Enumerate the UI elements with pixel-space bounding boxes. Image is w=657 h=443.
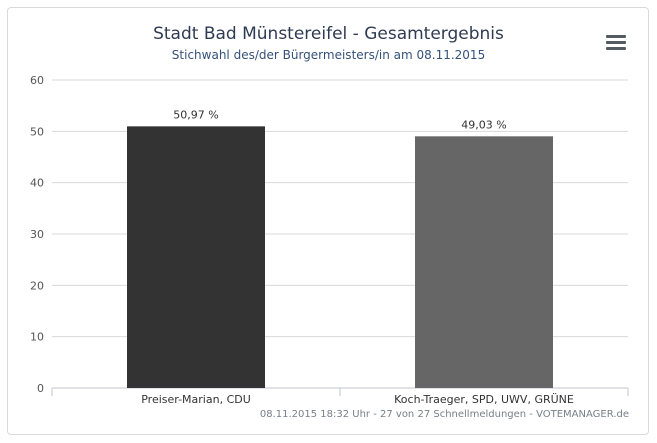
y-tick-label: 60 (30, 74, 44, 87)
x-tick-label: Preiser-Marian, CDU (141, 393, 251, 406)
data-label: 50,97 % (173, 108, 218, 121)
y-tick-label: 20 (30, 279, 44, 292)
bar (415, 136, 553, 388)
y-tick-label: 0 (37, 382, 44, 395)
bar (127, 126, 265, 388)
y-tick-label: 30 (30, 228, 44, 241)
hamburger-menu-icon[interactable] (606, 35, 626, 51)
credits-text[interactable]: 08.11.2015 18:32 Uhr - 27 von 27 Schnell… (259, 409, 629, 420)
x-tick-label: Koch-Traeger, SPD, UWV, GRÜNE (394, 393, 574, 406)
chart-subtitle: Stichwahl des/der Bürgermeisters/in am 0… (171, 48, 486, 62)
y-tick-label: 40 (30, 177, 44, 190)
chart-title: Stadt Bad Münstereifel - Gesamtergebnis (153, 24, 504, 44)
y-tick-label: 10 (30, 331, 44, 344)
data-label: 49,03 % (461, 118, 506, 131)
y-tick-label: 50 (30, 125, 44, 138)
